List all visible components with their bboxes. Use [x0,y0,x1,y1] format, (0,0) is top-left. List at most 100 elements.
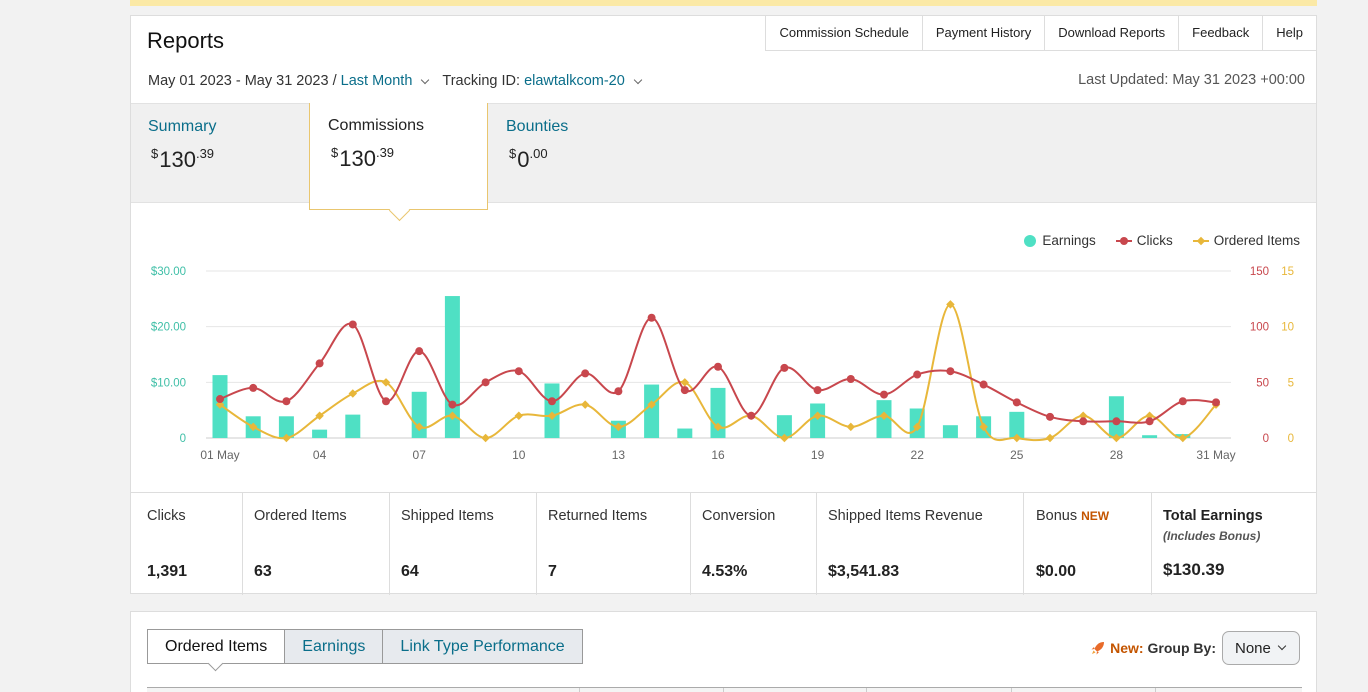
page-title: Reports [147,28,225,53]
earnings-bar [942,425,958,438]
clicks-point [1079,417,1088,426]
earnings-bar [644,384,660,438]
tab-amount: $130.39 [331,145,395,171]
y-tick-label: $20.00 [151,322,186,334]
x-tick-label: 19 [811,448,825,462]
tab-summary[interactable]: Summary $130.39 [131,104,309,204]
earnings-bar [776,415,792,438]
clicks-point [880,390,888,399]
tab-commissions[interactable]: Commissions $130.39 [309,103,488,210]
ordered-items-point [1178,433,1188,443]
tab-bounties[interactable]: Bounties $0.00 [488,104,668,204]
clicks-point [315,359,324,368]
chart-legend: Earnings Clicks Ordered Items [1003,233,1300,248]
tab-label: Commissions [328,117,425,134]
clicks-point [680,386,689,395]
details-card: Ordered Items Earnings Link Type Perform… [130,611,1317,692]
reports-card: Reports Commission Schedule Payment Hist… [130,15,1317,595]
stat-value: $3,541.83 [828,563,900,580]
ordered-items-point [846,422,856,432]
ordered-items-point [348,389,358,398]
clicks-point [1178,397,1187,406]
y-right2-tick-label: 0 [1288,433,1294,445]
legend-earnings[interactable]: Earnings [1023,233,1096,248]
tab-label: Bounties [506,118,569,135]
earnings-bar [810,403,826,438]
tab-ordered-items[interactable]: Ordered Items [147,629,286,664]
earnings-bar [1009,411,1025,438]
clicks-point [216,395,224,404]
group-by-select[interactable]: None [1222,631,1300,665]
tracking-id-dropdown[interactable]: elawtalkcom-20 [524,73,625,89]
ordered-items-point [448,411,457,420]
clicks-point [813,386,822,395]
chevron-down-icon[interactable] [421,75,430,84]
ordered-items-point [713,422,723,432]
clicks-point [647,313,656,322]
y-right-tick-label: 100 [1250,322,1269,334]
tab-amount: $130.39 [151,146,215,172]
earnings-bar [1108,396,1124,438]
y-right2-tick-label: 5 [1288,377,1294,389]
clicks-point [348,320,357,329]
ordered-items-point [514,411,524,420]
stat-shipped-items: Shipped Items 64 [390,493,537,595]
tab-link-type-performance[interactable]: Link Type Performance [383,629,583,664]
ordered-items-point [282,433,291,443]
commission-schedule-link[interactable]: Commission Schedule [766,16,923,50]
earnings-bar [544,383,560,438]
clicks-point [481,378,490,387]
ordered-items-point [1012,433,1022,443]
ordered-items-point [1045,433,1055,443]
download-reports-link[interactable]: Download Reports [1045,16,1180,50]
y-right2-tick-label: 10 [1281,322,1294,334]
y-tick-label: $30.00 [151,266,186,278]
ordered-items-point [912,422,922,432]
clicks-point [1112,417,1121,426]
clicks-point [448,400,457,409]
y-right-tick-label: 150 [1250,266,1269,278]
feedback-link[interactable]: Feedback [1179,16,1264,50]
x-tick-label: 22 [911,448,925,462]
stat-label: Bonus NEW [1036,508,1110,524]
clicks-point [1212,398,1220,407]
legend-clicks[interactable]: Clicks [1115,233,1173,248]
x-tick-label: 28 [1110,448,1124,462]
ordered-items-point [813,411,822,420]
period-dropdown[interactable]: Last Month [340,73,413,89]
tab-label: Summary [148,118,217,135]
payment-history-link[interactable]: Payment History [923,16,1046,50]
stat-returned-items: Returned Items 7 [537,493,691,595]
clicks-point [548,397,556,406]
stat-value: 64 [401,563,419,580]
clicks-point [913,370,922,379]
stat-value: $130.39 [1163,560,1225,579]
ordered-items-point [1078,411,1088,420]
ordered-items-point [580,400,590,409]
clicks-point [747,411,756,420]
legend-dot-icon [1024,234,1037,247]
help-link[interactable]: Help [1276,25,1303,40]
stat-value: 4.53% [702,563,748,580]
ordered-items-point [414,422,424,432]
stat-label: Clicks [147,508,186,524]
ordered-items-point [248,422,258,432]
stat-label: Shipped Items Revenue [828,508,983,524]
date-range: May 01 2023 - May 31 2023 / [148,73,337,89]
summary-tabs: Summary $130.39 Commissions $130.39 Boun… [131,103,1316,210]
chevron-down-icon[interactable] [633,75,643,84]
legend-ordered-items[interactable]: Ordered Items [1192,233,1300,248]
tab-earnings[interactable]: Earnings [285,629,384,664]
earnings-bar [677,428,693,438]
rocket-icon [1091,642,1105,655]
ordered-items-point [979,422,988,432]
clicks-point [979,380,988,389]
ordered-items-point [315,411,324,420]
stat-value: 63 [254,563,272,580]
x-tick-label: 04 [313,448,327,462]
clicks-point [780,363,789,372]
new-badge: NEW [1081,509,1110,523]
clicks-point [382,397,390,406]
report-filters: May 01 2023 - May 31 2023 / Last Month T… [148,73,651,89]
stat-clicks: Clicks 1,391 [131,493,243,595]
